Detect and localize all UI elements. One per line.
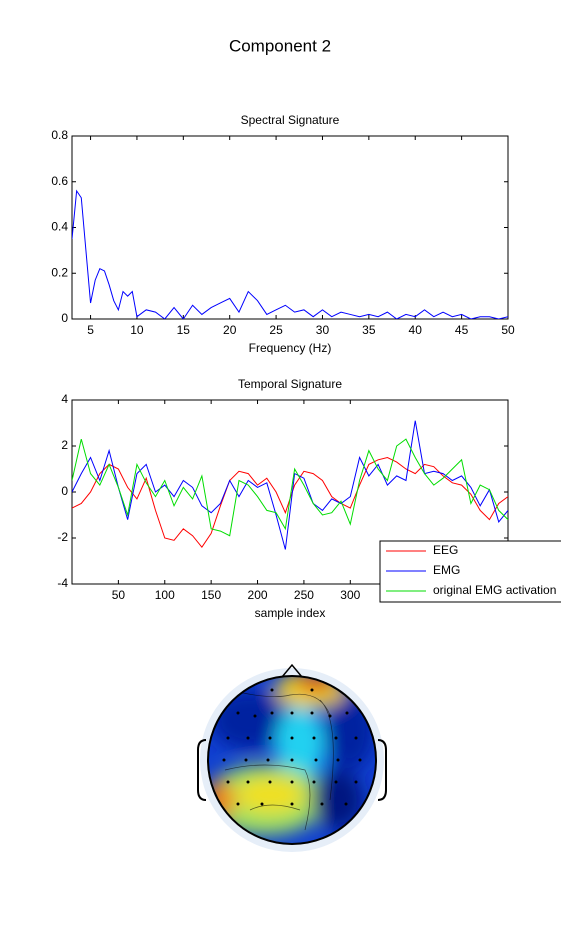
y-tick-label: 0.2 (51, 265, 68, 279)
line (72, 420, 508, 550)
x-tick-label: 10 (130, 323, 144, 337)
x-tick-label: 15 (177, 323, 191, 337)
x-axis-label: sample index (255, 606, 326, 620)
chart-title: Spectral Signature (241, 113, 340, 127)
y-tick-label: 0.8 (51, 128, 68, 142)
y-tick-label: 4 (61, 392, 68, 406)
x-tick-label: 45 (455, 323, 469, 337)
x-tick-label: 40 (409, 323, 423, 337)
line (72, 438, 508, 537)
chart-title: Temporal Signature (238, 377, 342, 391)
y-tick-label: 0 (61, 311, 68, 325)
y-tick-label: 0.4 (51, 220, 68, 234)
plot-area (72, 420, 508, 550)
x-tick-label: 25 (269, 323, 283, 337)
x-tick-label: 300 (340, 588, 360, 602)
x-tick-label: 150 (201, 588, 221, 602)
topoplot (197, 663, 387, 852)
x-tick-label: 20 (223, 323, 237, 337)
y-tick-label: 0.6 (51, 174, 68, 188)
x-tick-label: 50 (112, 588, 126, 602)
legend-label: EMG (433, 563, 460, 577)
y-tick-label: -2 (57, 530, 68, 544)
x-tick-label: 30 (316, 323, 330, 337)
y-tick-label: 2 (61, 438, 68, 452)
axes (71, 135, 509, 320)
y-tick-label: -4 (57, 576, 68, 590)
plot-area (72, 189, 508, 319)
x-tick-label: 100 (155, 588, 175, 602)
legend-label: original EMG activation (433, 583, 556, 597)
x-tick-label: 35 (362, 323, 376, 337)
figure-title: Component 2 (229, 36, 331, 55)
x-tick-label: 200 (248, 588, 268, 602)
x-tick-label: 5 (87, 323, 94, 337)
legend-label: EEG (433, 543, 458, 557)
x-tick-label: 250 (294, 588, 314, 602)
line (72, 189, 508, 319)
x-axis-label: Frequency (Hz) (249, 341, 332, 355)
y-tick-label: 0 (61, 484, 68, 498)
x-tick-label: 50 (501, 323, 515, 337)
